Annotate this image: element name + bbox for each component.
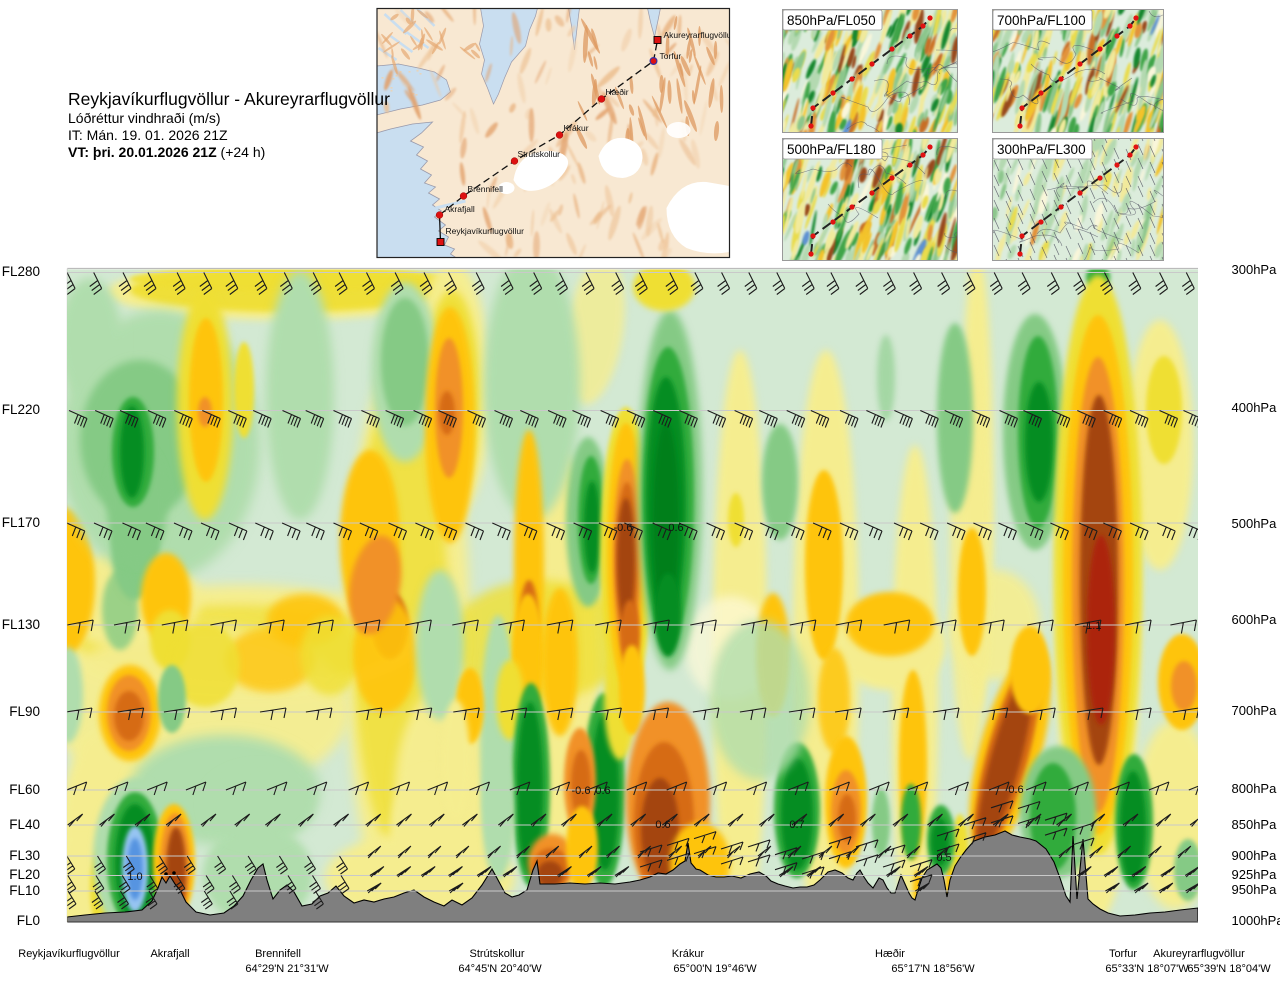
- svg-text:0.6: 0.6: [655, 819, 670, 831]
- svg-text:500hPa/FL180: 500hPa/FL180: [787, 142, 876, 157]
- svg-text:Krákur: Krákur: [564, 123, 589, 133]
- svg-text:Strútskollur: Strútskollur: [518, 149, 561, 159]
- svg-text:0.7: 0.7: [789, 819, 804, 831]
- svg-text:-1.1: -1.1: [1083, 620, 1102, 632]
- svg-text:1.0: 1.0: [127, 871, 142, 883]
- svg-text:Reykjavíkurflugvöllur: Reykjavíkurflugvöllur: [446, 226, 525, 236]
- svg-text:0.5: 0.5: [936, 852, 951, 864]
- svg-text:Brennifell: Brennifell: [468, 184, 504, 194]
- svg-text:Hæðir: Hæðir: [606, 87, 629, 97]
- svg-text:Akrafjall: Akrafjall: [445, 204, 475, 214]
- svg-text:0.6: 0.6: [668, 522, 683, 534]
- svg-text:Akureyrarflugvöllur: Akureyrarflugvöllur: [664, 30, 735, 40]
- svg-text:300hPa/FL300: 300hPa/FL300: [997, 142, 1086, 157]
- svg-text:Torfur: Torfur: [660, 51, 682, 61]
- svg-text:0.6: 0.6: [595, 785, 610, 797]
- svg-text:-0.6: -0.6: [614, 522, 633, 534]
- svg-text:0.6: 0.6: [1008, 784, 1023, 796]
- svg-text:700hPa/FL100: 700hPa/FL100: [997, 13, 1086, 28]
- svg-text:850hPa/FL050: 850hPa/FL050: [787, 13, 876, 28]
- svg-text:-0.6: -0.6: [572, 785, 591, 797]
